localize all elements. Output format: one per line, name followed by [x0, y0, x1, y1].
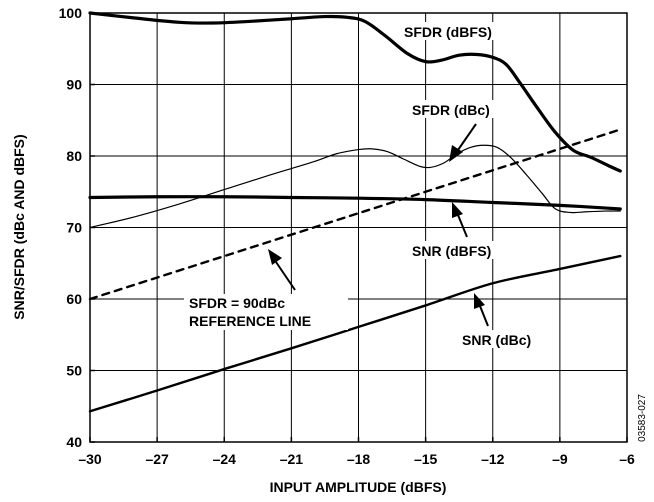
sfdr-dbfs-label: SFDR (dBFS) [404, 24, 492, 40]
figure-id: 03583-027 [637, 394, 648, 442]
series-line-sfdr-dbfs [88, 11, 622, 173]
sfdr-dbc-arrow-head [449, 145, 463, 162]
x-tick-label: –6 [619, 451, 635, 467]
snr-dbc-label: SNR (dBc) [462, 332, 531, 348]
snr-dbfs-label-bg [408, 241, 512, 259]
snr-dbfs-label: SNR (dBFS) [412, 243, 491, 259]
x-tick-label: –24 [213, 451, 237, 467]
snr-dbfs-arrow-head [452, 202, 463, 218]
y-tick-label: 40 [66, 434, 82, 450]
x-tick-label: –21 [280, 451, 304, 467]
axis-ticks [89, 12, 628, 443]
sfdr-dbc-arrow-shaft [457, 123, 477, 151]
y-axis-title: SNR/SFDR (dBc AND dBFS) [11, 134, 27, 319]
y-tick-label: 100 [59, 5, 83, 21]
sfdr-dbfs-label-bg [400, 22, 518, 40]
tick-labels: –30 –27 –24 –21 –18 –15 –12 –9 –6 40 50 60 70 80 90 100 [59, 5, 635, 467]
y-tick-label: 50 [66, 363, 82, 379]
x-axis-title: INPUT AMPLITUDE (dBFS) [270, 479, 447, 495]
series-line-snr-dbc [88, 254, 622, 413]
x-tick-label: –12 [481, 451, 505, 467]
series-line-snr-dbfs [88, 195, 622, 211]
y-tick-label: 90 [66, 77, 82, 93]
ref-line-label-line2: REFERENCE LINE [189, 313, 311, 329]
series-line-sfdr-90dbc-reference-line [88, 128, 622, 301]
snr-dbc-label-bg [458, 330, 552, 348]
snr-dbc-arrow-head [474, 293, 485, 309]
y-tick-label: 60 [66, 291, 82, 307]
x-tick-label: –27 [145, 451, 169, 467]
sfdr-dbc-label-bg [408, 100, 510, 118]
ref-line-label-line1: SFDR = 90dBc [189, 295, 285, 311]
snr-dbfs-arrow-shaft [457, 214, 468, 238]
ref-line-label-bg [184, 294, 348, 330]
x-tick-label: –18 [347, 451, 371, 467]
y-tick-label: 70 [66, 220, 82, 236]
snr-dbc-arrow-shaft [479, 305, 489, 327]
grid [90, 13, 627, 442]
ref-line-arrow-shaft [275, 261, 296, 291]
annotations: SFDR (dBFS) SFDR (dBc) SNR (dBFS) SFDR =… [184, 22, 552, 348]
y-tick-label: 80 [66, 148, 82, 164]
sfdr-dbc-label: SFDR (dBc) [412, 102, 490, 118]
x-tick-label: –9 [552, 451, 568, 467]
ref-line-arrow-head [268, 249, 282, 265]
x-tick-label: –30 [78, 451, 102, 467]
series-line-sfdr-dbc [89, 144, 621, 229]
series-lines [88, 11, 622, 413]
x-tick-label: –15 [414, 451, 438, 467]
